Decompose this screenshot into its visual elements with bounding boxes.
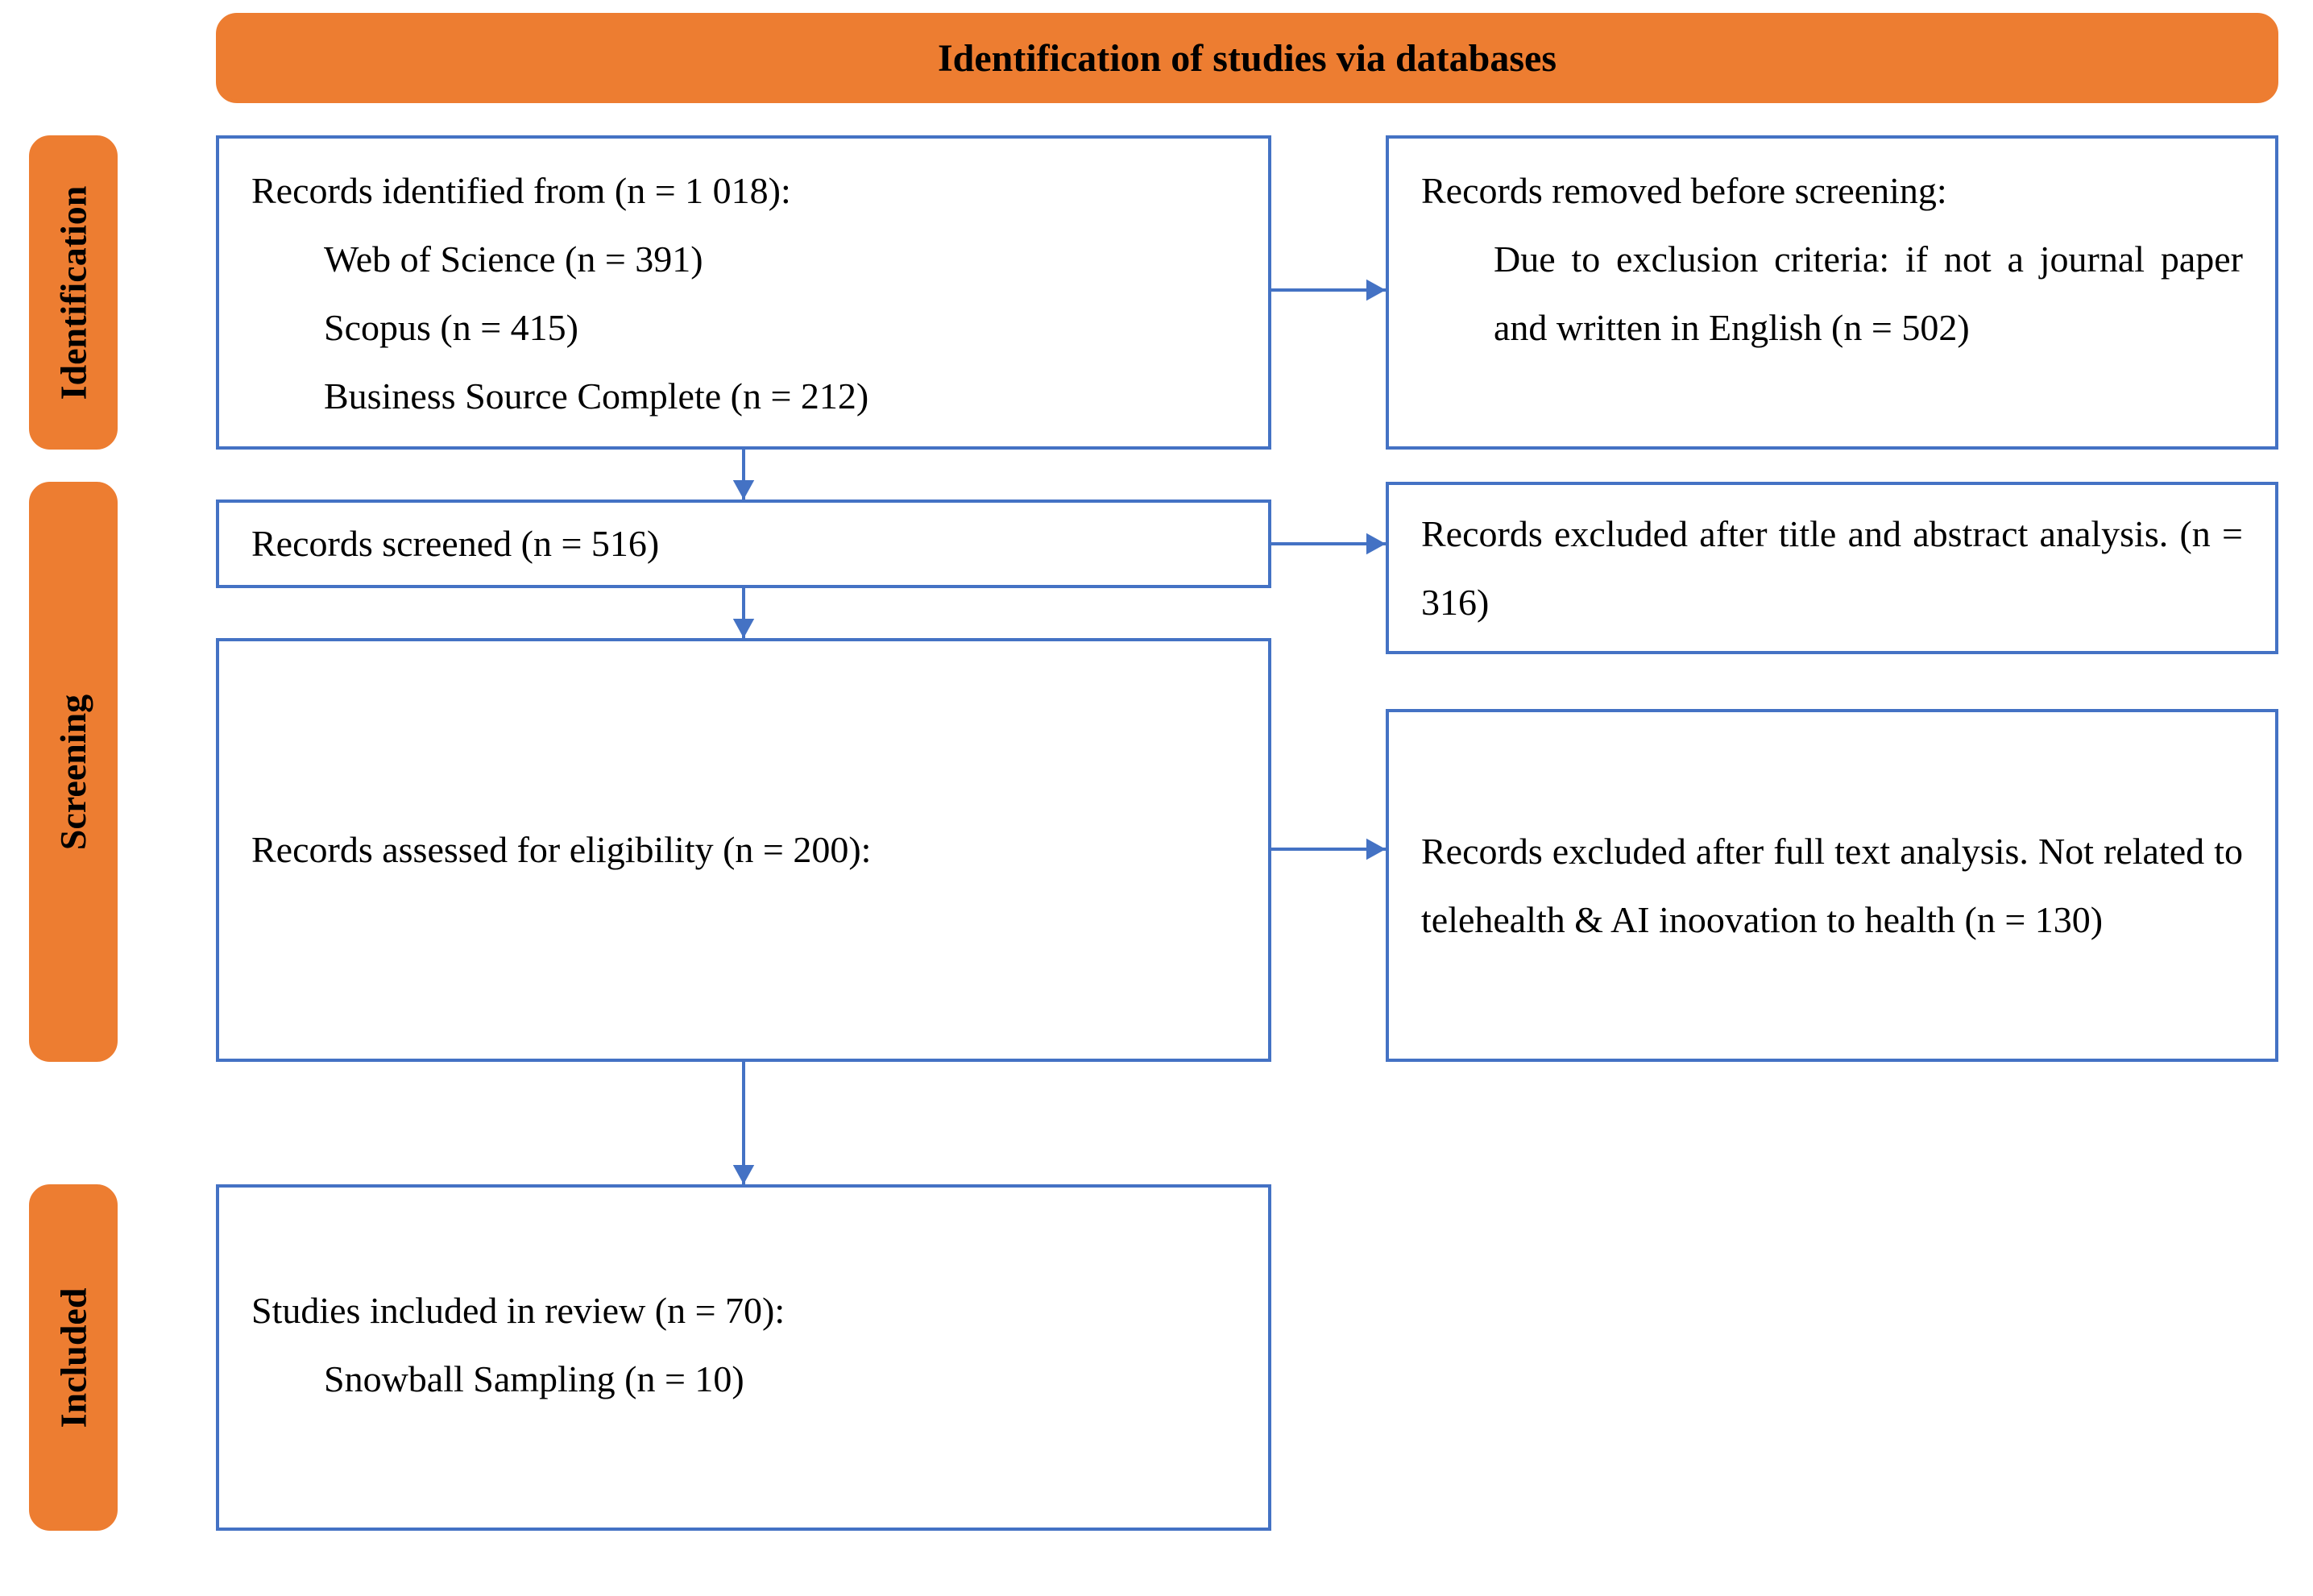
phase-label-included: Included — [29, 1184, 118, 1531]
phase-label-text: Included — [52, 1287, 95, 1428]
node-item: Scopus (n = 415) — [251, 293, 1236, 362]
node-text: Records excluded after full text analysi… — [1421, 817, 2243, 954]
phase-label-screening: Screening — [29, 482, 118, 1062]
phase-label-text: Identification — [52, 185, 95, 400]
node-records-excluded-full-text: Records excluded after full text analysi… — [1386, 709, 2278, 1062]
banner-identification-title: Identification of studies via databases — [216, 13, 2278, 103]
node-item: Snowball Sampling (n = 10) — [251, 1345, 1236, 1413]
node-item: Business Source Complete (n = 212) — [251, 362, 1236, 430]
node-body: Due to exclusion criteria: if not a jour… — [1421, 225, 2243, 362]
banner-text: Identification of studies via databases — [938, 36, 1557, 81]
node-title: Studies included in review (n = 70): — [251, 1276, 1236, 1345]
node-records-screened: Records screened (n = 516) — [216, 500, 1271, 588]
node-item: Web of Science (n = 391) — [251, 225, 1236, 293]
node-records-identified: Records identified from (n = 1 018): Web… — [216, 135, 1271, 450]
node-records-excluded-title-abstract: Records excluded after title and abstrac… — [1386, 482, 2278, 654]
node-studies-included: Studies included in review (n = 70): Sno… — [216, 1184, 1271, 1531]
node-text: Records excluded after title and abstrac… — [1421, 500, 2243, 636]
phase-label-identification: Identification — [29, 135, 118, 450]
node-records-removed-before-screening: Records removed before screening: Due to… — [1386, 135, 2278, 450]
node-records-assessed-eligibility: Records assessed for eligibility (n = 20… — [216, 638, 1271, 1062]
node-title: Records identified from (n = 1 018): — [251, 156, 1236, 225]
node-text: Records screened (n = 516) — [251, 509, 659, 578]
node-text: Records assessed for eligibility (n = 20… — [251, 815, 871, 884]
node-title: Records removed before screening: — [1421, 156, 2243, 225]
phase-label-text: Screening — [52, 694, 95, 849]
